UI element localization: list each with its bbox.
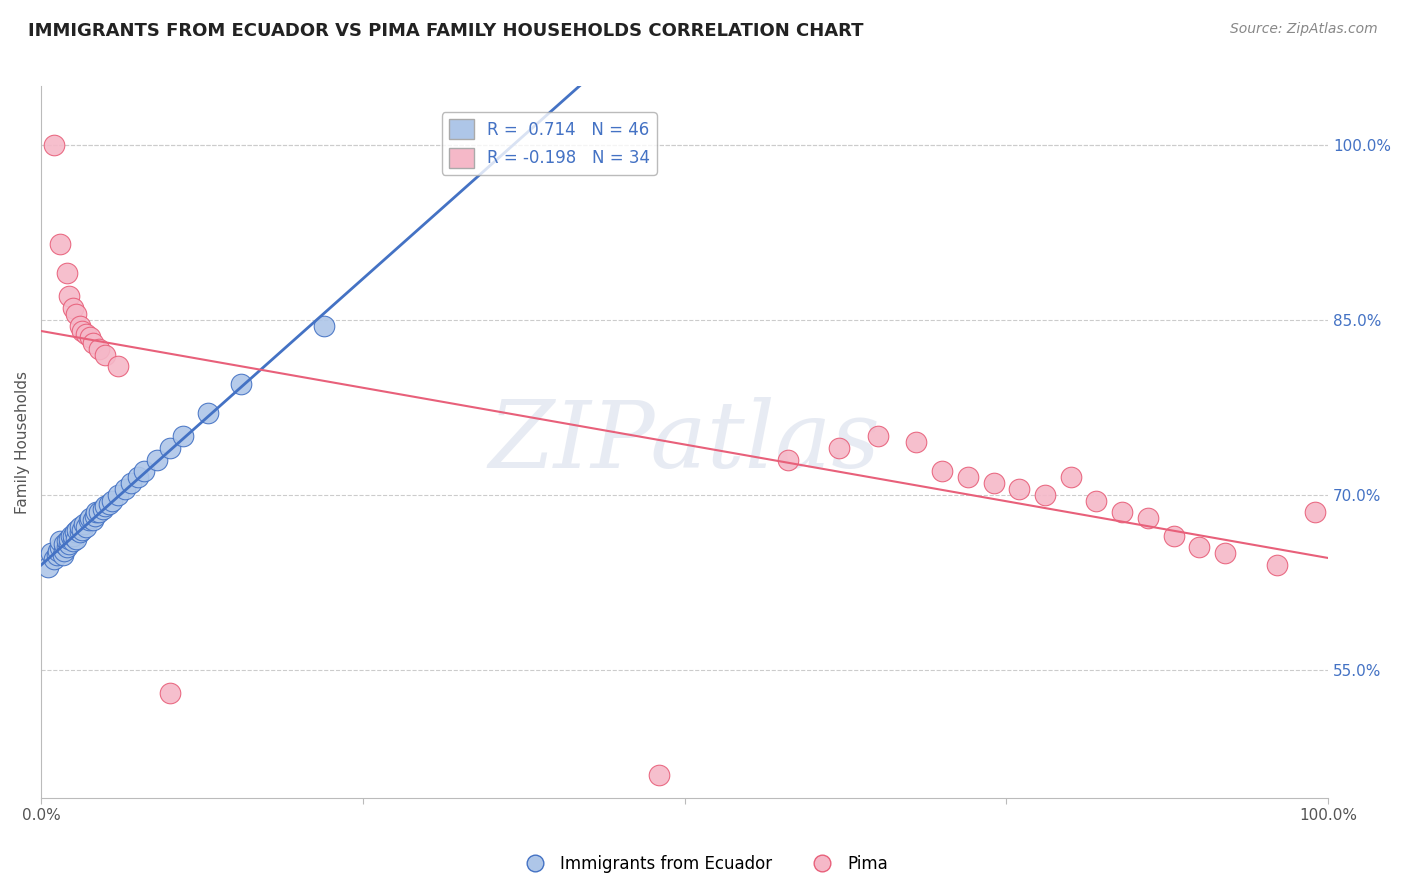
Legend: R =  0.714   N = 46, R = -0.198   N = 34: R = 0.714 N = 46, R = -0.198 N = 34 [441,112,657,175]
Point [42,552,65,566]
Point [49,236,72,251]
Legend: Immigrants from Ecuador, Pima: Immigrants from Ecuador, Pima [512,848,894,880]
Point [62,534,84,549]
Point [648,768,671,782]
Point [229,376,252,391]
Point [58,537,80,551]
Point [56,266,79,280]
Point [87,505,110,519]
Point [120,476,142,491]
Point [127,470,149,484]
Point [65,532,87,546]
Point [72,523,94,537]
Point [197,406,219,420]
Point [53,543,76,558]
Point [1111,505,1133,519]
Point [79,330,101,344]
Point [49,540,72,554]
Point [59,528,82,542]
Point [107,488,129,502]
Y-axis label: Family Households: Family Households [15,371,30,514]
Text: ZIPatlas: ZIPatlas [489,397,880,487]
Point [98,497,121,511]
Point [79,511,101,525]
Point [56,534,79,549]
Point [53,537,76,551]
Point [866,429,889,443]
Point [1265,558,1288,572]
Point [82,513,104,527]
Point [931,464,953,478]
Point [1303,505,1326,519]
Point [75,520,97,534]
Point [1085,493,1108,508]
Point [94,348,117,362]
Point [69,520,91,534]
Point [1008,482,1031,496]
Point [1213,546,1236,560]
Point [114,482,136,496]
Point [956,470,979,484]
Point [101,493,124,508]
Point [69,524,91,539]
Point [828,441,851,455]
Point [84,508,107,523]
Text: Source: ZipAtlas.com: Source: ZipAtlas.com [1230,22,1378,37]
Point [72,516,94,531]
Text: IMMIGRANTS FROM ECUADOR VS PIMA FAMILY HOUSEHOLDS CORRELATION CHART: IMMIGRANTS FROM ECUADOR VS PIMA FAMILY H… [28,22,863,40]
Point [56,540,79,554]
Point [905,435,928,450]
Point [62,528,84,542]
Point [159,441,181,455]
Point [66,523,89,537]
Point [45,549,67,563]
Point [41,546,63,560]
Point [1136,511,1159,525]
Point [63,524,86,539]
Point [1033,488,1056,502]
Point [49,534,72,549]
Point [132,464,155,478]
Point [146,452,169,467]
Point [62,301,84,315]
Point [86,505,108,519]
Point [69,318,91,333]
Point [91,501,114,516]
Point [52,549,75,563]
Point [42,137,65,152]
Point [172,429,194,443]
Point [1163,528,1185,542]
Point [72,324,94,338]
Point [776,452,799,467]
Point [107,359,129,374]
Point [37,560,59,574]
Point [94,500,117,514]
Point [75,326,97,341]
Point [58,289,80,303]
Point [159,686,181,700]
Point [46,543,69,558]
Point [1060,470,1083,484]
Point [77,513,100,527]
Point [1188,540,1211,554]
Point [82,336,104,351]
Point [65,307,87,321]
Point [58,532,80,546]
Point [983,476,1005,491]
Point [87,342,110,356]
Point [314,318,336,333]
